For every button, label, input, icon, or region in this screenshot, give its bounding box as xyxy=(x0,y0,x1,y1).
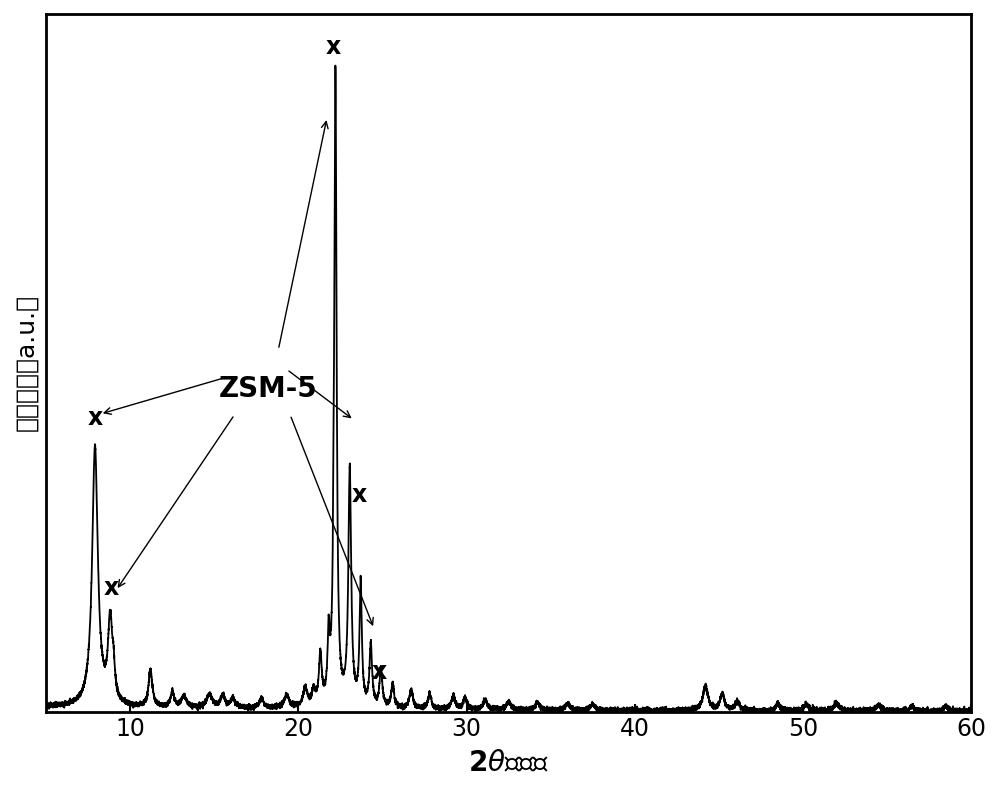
Text: ZSM-5: ZSM-5 xyxy=(219,375,318,403)
Text: x: x xyxy=(87,407,103,430)
Text: x: x xyxy=(351,483,367,507)
Y-axis label: 相对强度（a.u.）: 相对强度（a.u.） xyxy=(14,294,38,431)
X-axis label: $\mathbf{2}$$\theta$（度）: $\mathbf{2}$$\theta$（度） xyxy=(468,749,549,777)
Text: x: x xyxy=(103,576,119,600)
Text: x: x xyxy=(372,660,387,683)
Text: x: x xyxy=(325,35,341,59)
